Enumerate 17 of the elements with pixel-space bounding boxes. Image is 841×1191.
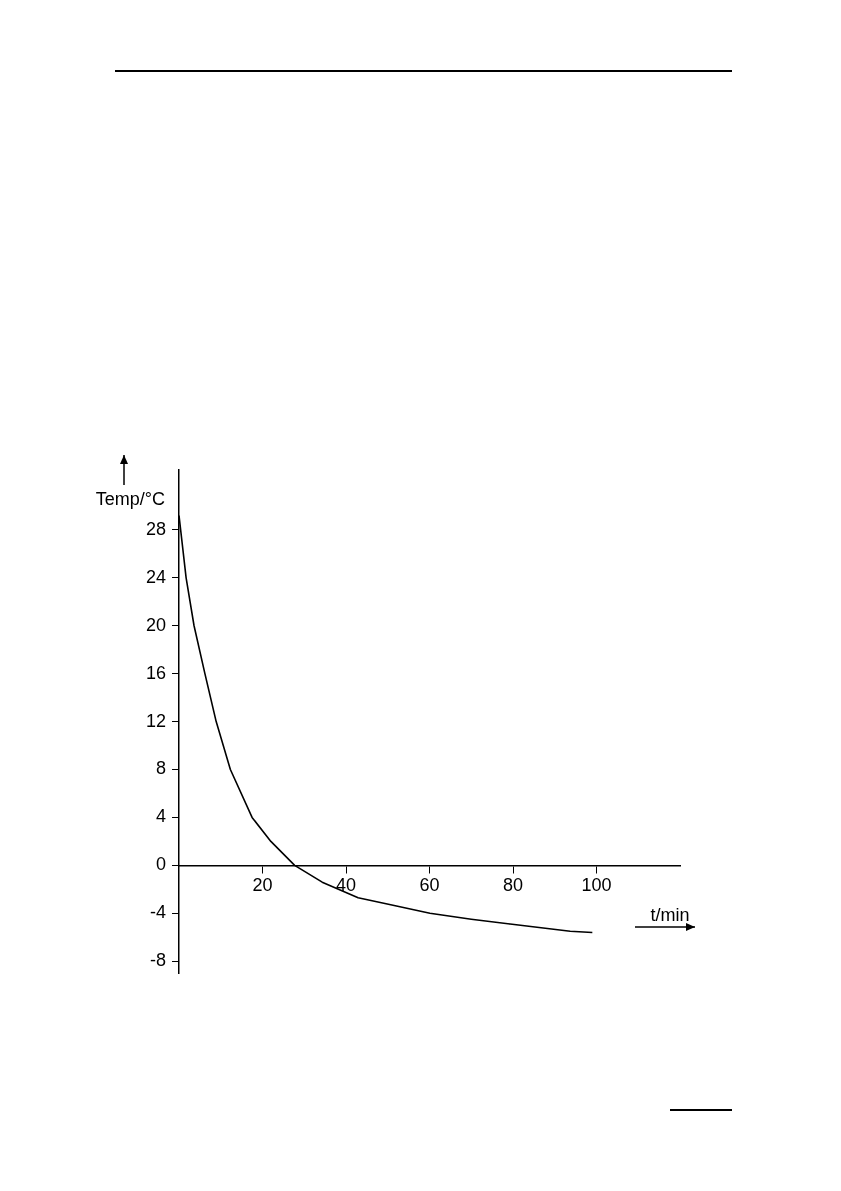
x-tick-label: 20 [252,875,273,896]
x-tick-label: 100 [581,875,612,896]
x-tick-label: 40 [336,875,357,896]
x-axis-title: t/min [650,905,690,926]
x-tick-label: 80 [502,875,524,896]
y-tick-label: 4 [156,806,167,827]
y-axis-title: Temp/°C [95,488,166,509]
x-tick-label: 60 [419,875,440,896]
y-tick-label: 28 [145,518,167,539]
y-tick-label: 16 [145,662,167,683]
y-tick-label: 24 [145,566,167,587]
y-tick-label: 12 [145,710,167,731]
y-tick-label: -8 [150,950,167,971]
y-tick-label: 20 [145,614,167,635]
y-tick-label: 8 [156,758,167,779]
y-tick-label: -4 [150,902,167,923]
y-tick-label: 0 [156,854,167,875]
